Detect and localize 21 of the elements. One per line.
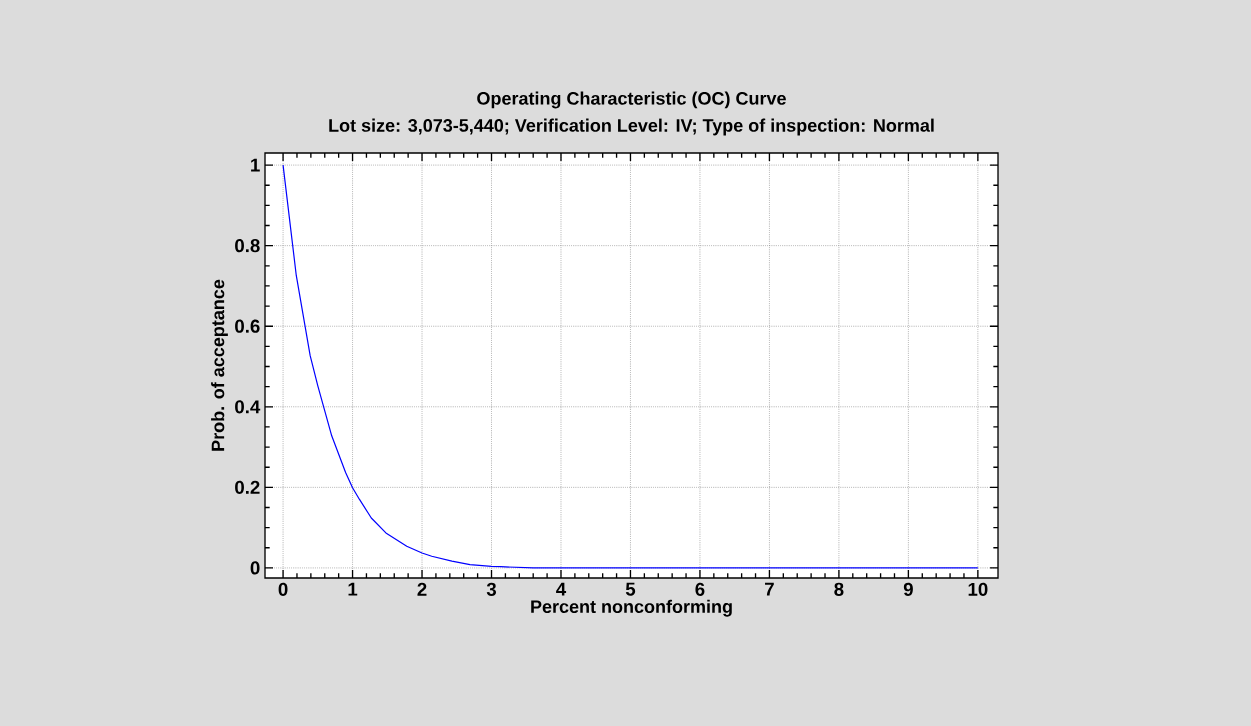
- x-tick-label: 1: [348, 582, 358, 596]
- y-tick-label: 0.2: [235, 480, 260, 494]
- y-tick-label: 1: [251, 158, 260, 172]
- y-tick-label: 0: [250, 561, 260, 575]
- chart-title: Operating Characteristic (OC) Curve: [477, 91, 786, 109]
- x-tick-label: 10: [968, 582, 988, 596]
- x-tick-label: 8: [834, 582, 844, 596]
- x-tick-label: 0: [278, 582, 288, 596]
- y-tick-label: 0.6: [235, 319, 260, 333]
- chart-subtitle: Lot size: 3,073-5,440; Verification Level: IV; Type of inspection: Normal: [329, 118, 934, 136]
- x-tick-label: 5: [625, 582, 636, 596]
- x-axis-title: Percent nonconforming: [531, 599, 732, 617]
- x-tick-label: 3: [486, 582, 497, 596]
- y-tick-label: 0.4: [235, 400, 261, 414]
- x-tick-label: 7: [765, 582, 774, 596]
- x-tick-label: 6: [695, 582, 705, 596]
- x-tick-label: 9: [903, 582, 913, 596]
- y-tick-label: 0.8: [235, 239, 260, 253]
- x-tick-label: 2: [417, 582, 427, 596]
- y-axis-title: Prob. of acceptance: [211, 279, 228, 451]
- x-tick-label: 4: [556, 582, 567, 596]
